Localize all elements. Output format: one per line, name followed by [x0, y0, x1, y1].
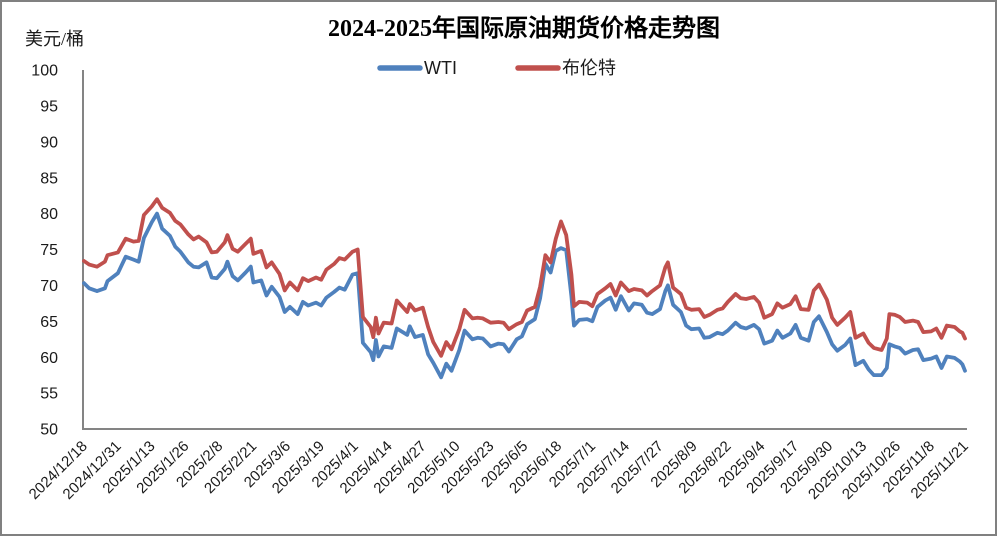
y-axis-tick-label: 80 [40, 206, 58, 223]
y-axis-tick-label: 50 [40, 422, 58, 439]
wti-line [82, 211, 967, 380]
legend-label-brent: 布伦特 [562, 58, 616, 78]
y-axis-tick-label: 60 [40, 350, 58, 367]
y-axis-tick-label: 100 [31, 63, 58, 80]
y-axis-tick-labels: 100 95 90 85 80 75 70 65 60 55 50 [31, 63, 58, 439]
legend-label-wti: WTI [424, 58, 457, 78]
y-axis-tick-label: 65 [40, 314, 58, 331]
legend: WTI 布伦特 [377, 58, 616, 78]
axes [82, 70, 967, 430]
y-axis-tick-label: 55 [40, 386, 58, 403]
y-axis-tick-label: 75 [40, 242, 58, 259]
y-axis-tick-label: 85 [40, 170, 58, 187]
chart-title: 2024-2025年国际原油期货价格走势图 [328, 14, 720, 42]
y-axis-tick-label: 70 [40, 278, 58, 295]
y-axis-tick-label: 95 [40, 99, 58, 116]
y-axis-unit-label: 美元/桶 [25, 29, 84, 49]
y-axis-tick-label: 90 [40, 134, 58, 151]
brent-line [82, 197, 967, 358]
